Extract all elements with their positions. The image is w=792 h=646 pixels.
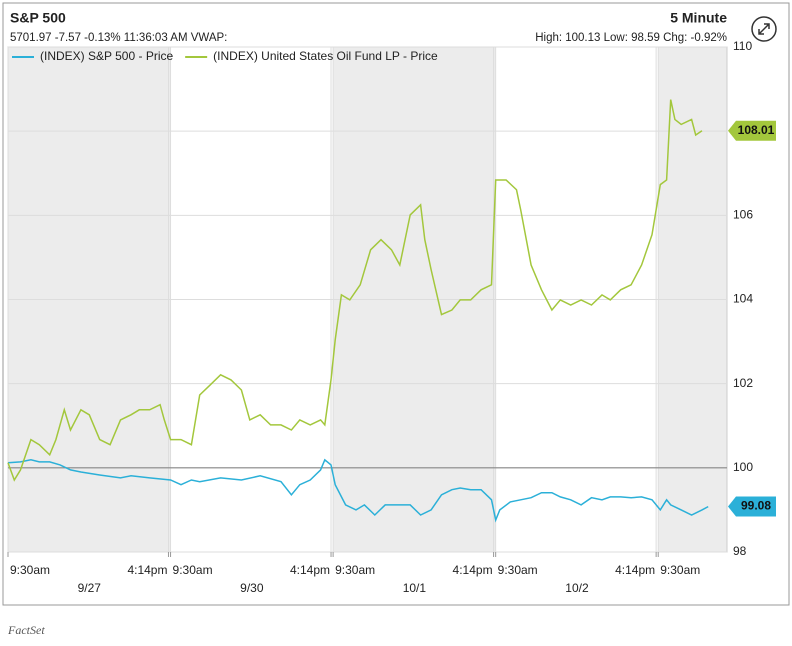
y-tick-label: 104 xyxy=(733,292,753,306)
interval: 5 Minute xyxy=(670,10,727,26)
last-value-box xyxy=(728,120,776,141)
x-tick-label: 9:30am xyxy=(10,563,50,577)
series-line xyxy=(7,458,709,523)
source: FactSet xyxy=(7,623,45,637)
last-value-box xyxy=(728,496,776,517)
stats: High: 100.13 Low: 98.59 Chg: -0.92% xyxy=(535,32,727,44)
y-tick-label: 98 xyxy=(733,544,747,558)
y-tick-label: 110 xyxy=(733,39,752,53)
chart-title: S&P 500 xyxy=(10,10,66,26)
date-label: 10/2 xyxy=(565,581,589,595)
expand-button[interactable] xyxy=(751,16,777,42)
x-tick-label: 4:14pm xyxy=(290,563,330,577)
expand-icon[interactable] xyxy=(758,23,770,35)
x-tick-label: 9:30am xyxy=(498,563,538,577)
y-tick-label: 100 xyxy=(733,460,753,474)
last-value-label: 99.08 xyxy=(741,499,771,513)
legend-label: (INDEX) United States Oil Fund LP - Pric… xyxy=(213,49,438,63)
x-tick-label: 4:14pm xyxy=(453,563,493,577)
series-line xyxy=(7,99,703,482)
date-label: 9/30 xyxy=(240,581,264,595)
x-tick-label: 4:14pm xyxy=(615,563,655,577)
x-tick-label: 4:14pm xyxy=(127,563,167,577)
x-tick-label: 9:30am xyxy=(660,563,700,577)
x-tick-label: 9:30am xyxy=(173,563,213,577)
date-label: 9/27 xyxy=(78,581,102,595)
y-tick-label: 102 xyxy=(733,376,753,390)
chart-subtitle: 5701.97 -7.57 -0.13% 11:36:03 AM VWAP: xyxy=(10,32,227,44)
x-tick-label: 9:30am xyxy=(335,563,375,577)
date-label: 10/1 xyxy=(403,581,427,595)
last-value-label: 108.01 xyxy=(738,123,775,137)
legend-label: (INDEX) S&P 500 - Price xyxy=(40,49,173,63)
y-tick-label: 106 xyxy=(733,208,753,222)
